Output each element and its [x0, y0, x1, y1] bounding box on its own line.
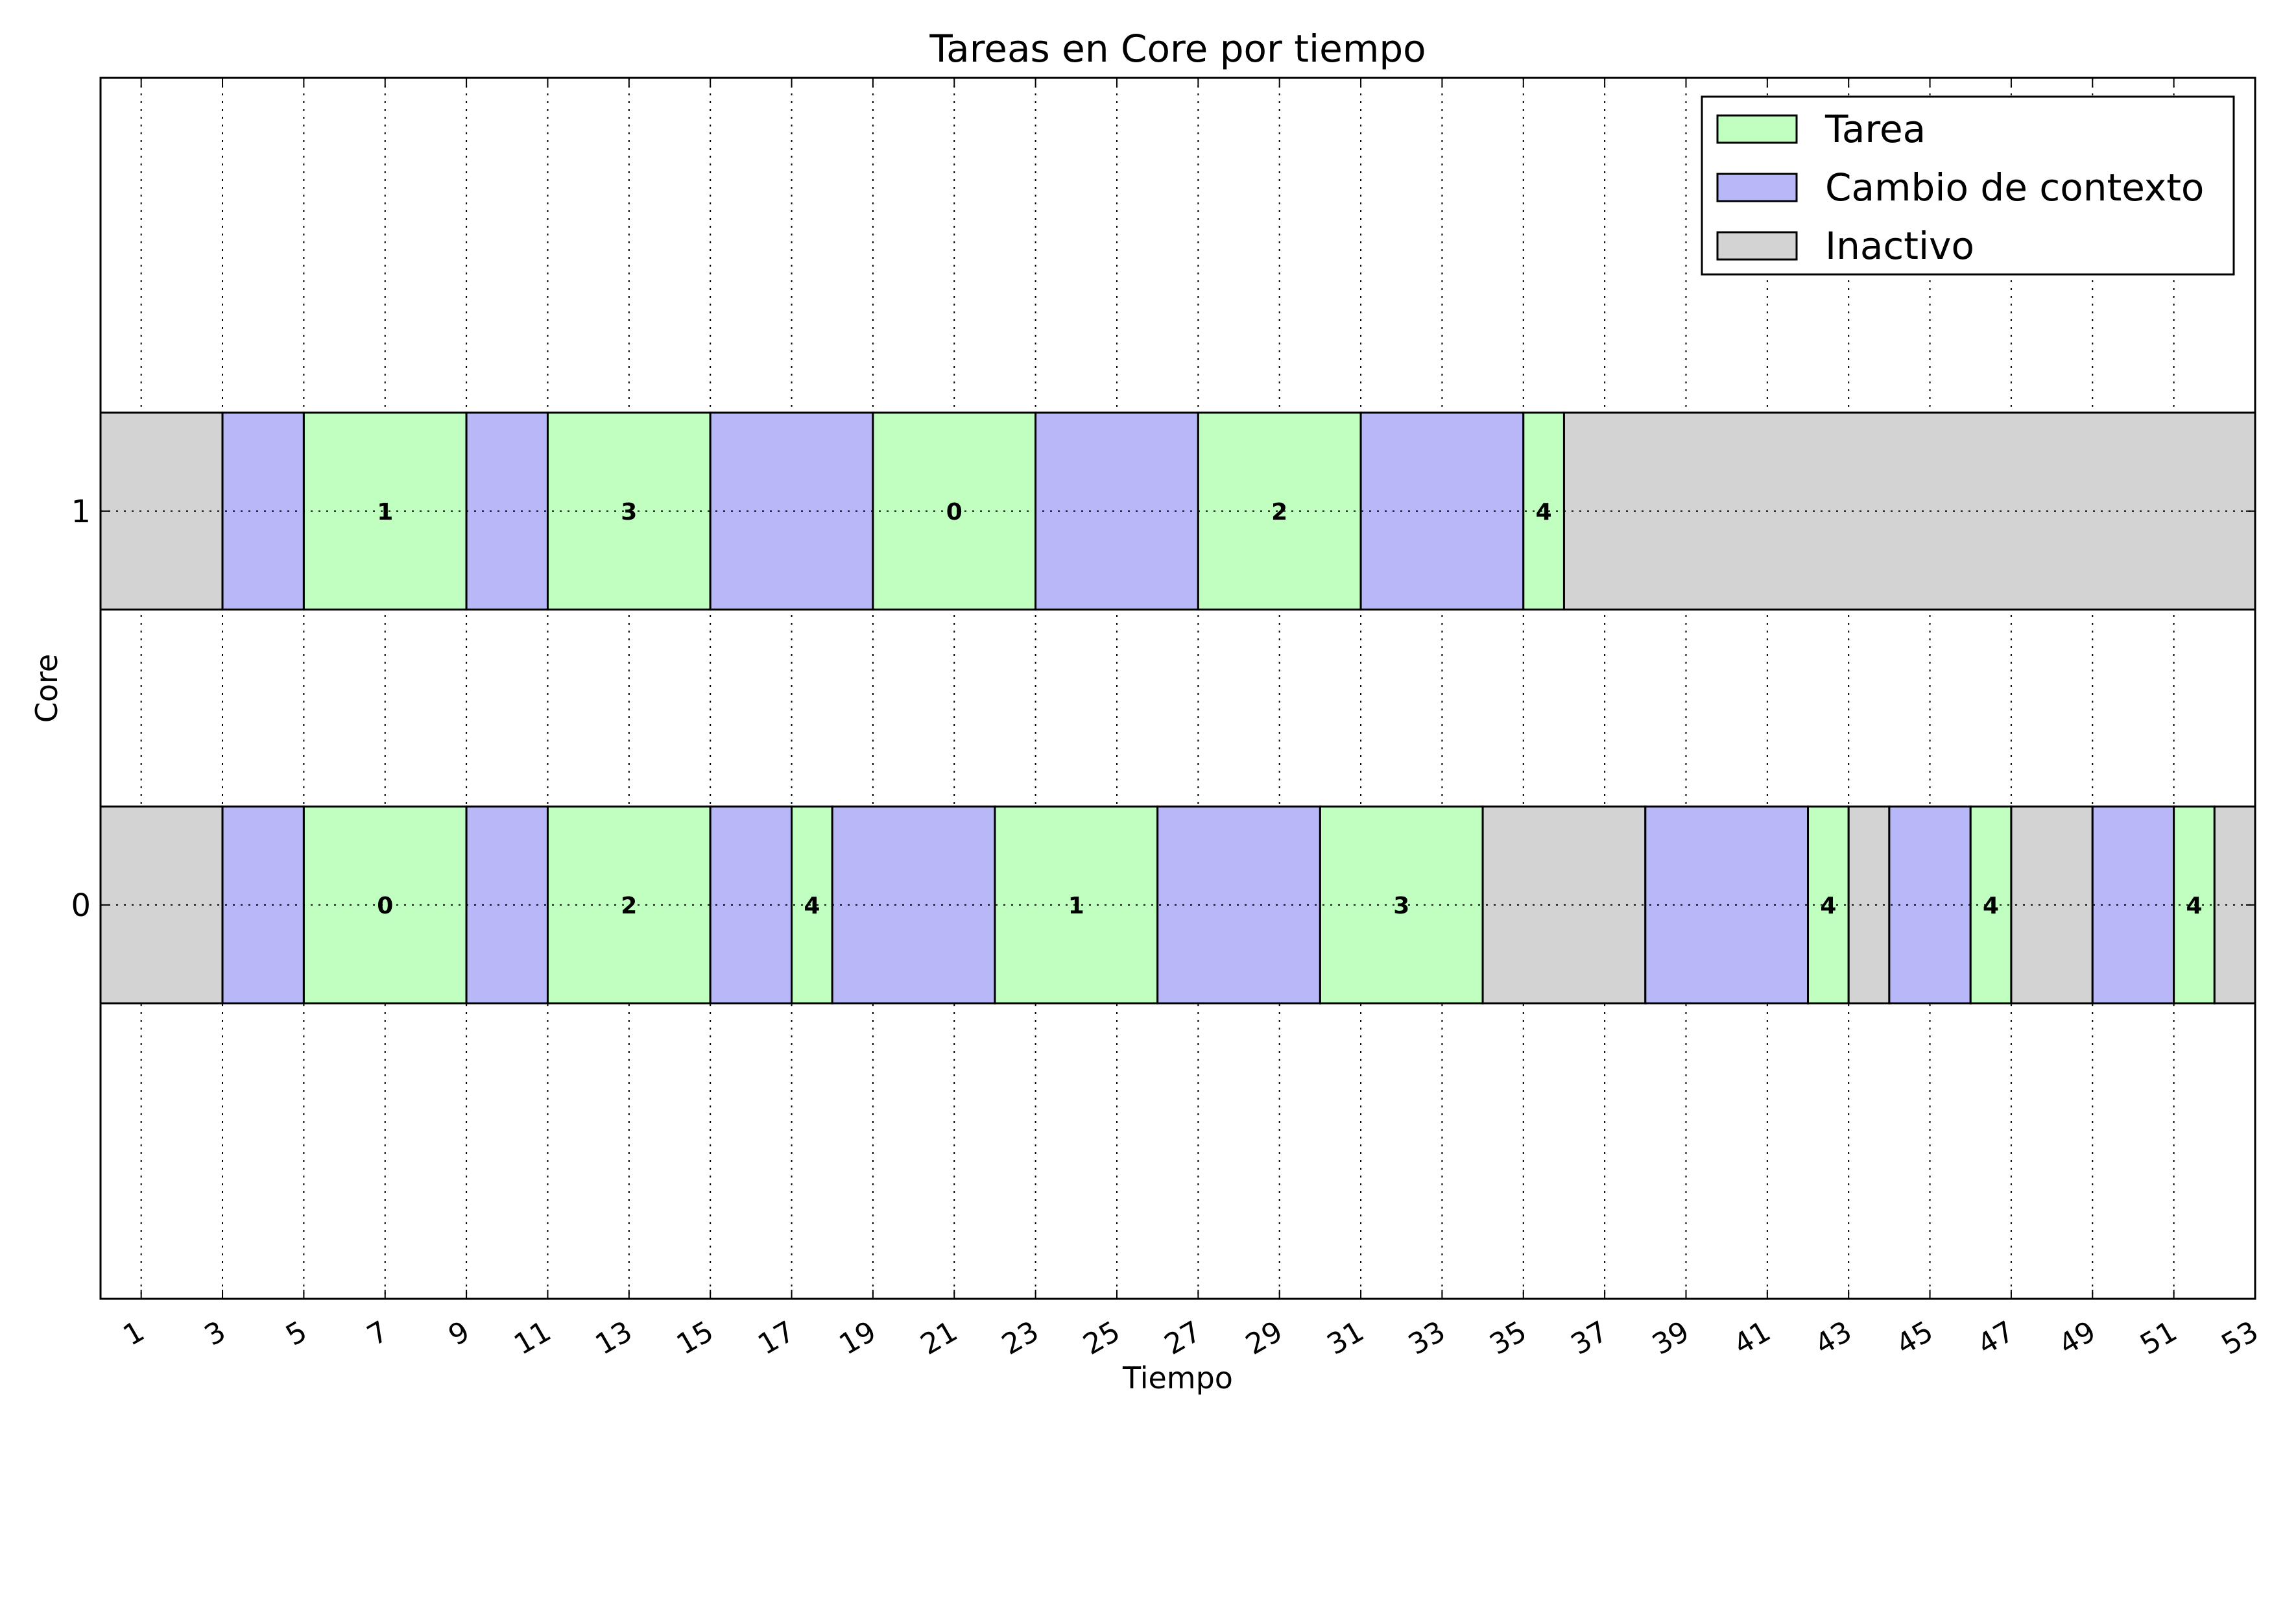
legend: Tarea Cambio de contexto Inactivo: [1701, 95, 2235, 276]
segment-bar: [221, 805, 305, 1005]
y-tick-label: 1: [71, 494, 91, 530]
x-axis-label: Tiempo: [1122, 1360, 1233, 1395]
segment-label: 4: [1820, 893, 1836, 919]
segment-bar: [1359, 411, 1525, 611]
segment-bar: [1156, 805, 1321, 1005]
segment-bar: [872, 411, 1037, 611]
segment-bar: [302, 805, 468, 1005]
legend-swatch: [1716, 173, 1798, 202]
segment-label: 1: [1068, 893, 1084, 919]
chart-title: Tareas en Core por tiempo: [929, 27, 1426, 71]
legend-label: Tarea: [1824, 107, 1926, 151]
segment-bar: [831, 805, 996, 1005]
bars-layer: 1 3 0 2 4 0 2 4 1 3 4 4 4: [99, 411, 2256, 1005]
grid-layer: [140, 78, 2256, 1299]
y-axis-label: Core: [29, 654, 64, 723]
segment-label: 0: [377, 893, 393, 919]
y-tick-label: 0: [71, 887, 91, 924]
segment-label: 3: [1393, 893, 1409, 919]
legend-label: Inactivo: [1825, 224, 1974, 268]
segment-bar: [994, 805, 1159, 1005]
segment-bar: [1034, 411, 1199, 611]
legend-label: Cambio de contexto: [1825, 165, 2204, 210]
segment-bar: [1888, 805, 1972, 1005]
segment-bar: [1197, 411, 1362, 611]
segment-bar: [546, 805, 712, 1005]
segment-bar: [546, 411, 712, 611]
segment-label: 1: [377, 499, 393, 525]
segment-label: 4: [2186, 893, 2202, 919]
segment-label: 4: [1983, 893, 1999, 919]
plot-frame: [99, 77, 2256, 1300]
legend-swatch: [1716, 114, 1798, 144]
legend-swatch: [1716, 231, 1798, 261]
segment-bar: [1847, 805, 1891, 1005]
segment-label: 0: [946, 499, 963, 525]
segment-label: 4: [804, 893, 820, 919]
segment-label: 2: [621, 893, 637, 919]
segment-label: 3: [621, 499, 637, 525]
segment-bar: [1644, 805, 1810, 1005]
segment-label: 4: [1536, 499, 1552, 525]
segment-bar: [709, 411, 874, 611]
segment-bar: [221, 411, 305, 611]
segment-bar: [302, 411, 468, 611]
segment-bar: [99, 805, 224, 1005]
segment-bar: [99, 411, 224, 611]
segment-label: 2: [1271, 499, 1287, 525]
segment-bar: [1562, 411, 2256, 611]
